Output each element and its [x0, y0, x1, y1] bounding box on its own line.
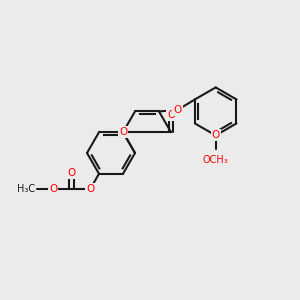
Text: O: O: [49, 184, 57, 194]
Text: O: O: [173, 105, 182, 115]
Text: O: O: [68, 168, 76, 178]
Text: OCH₃: OCH₃: [203, 155, 229, 165]
Text: H₃C: H₃C: [17, 184, 35, 194]
Text: O: O: [119, 127, 127, 137]
Text: O: O: [86, 184, 94, 194]
Text: O: O: [167, 110, 175, 120]
Text: O: O: [212, 130, 220, 140]
